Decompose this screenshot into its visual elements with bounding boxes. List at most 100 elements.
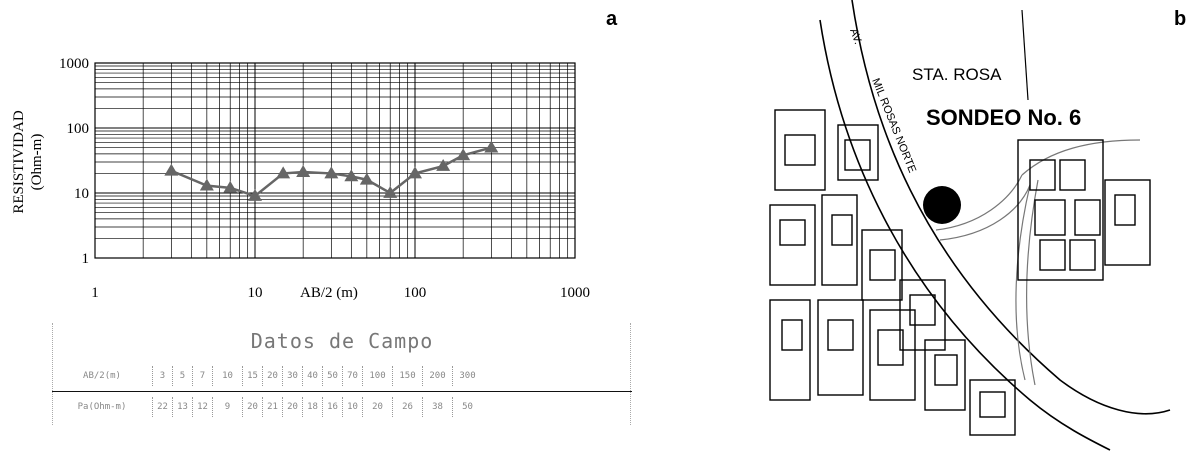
data-point-marker (436, 159, 451, 171)
table-row-ab2: AB/2(m) 3 5 7 10 15 20 30 40 50 70 100 150 200 300 (52, 361, 632, 392)
table-cell: 22 (152, 397, 172, 417)
panel-a-letter: a (606, 8, 618, 30)
city-block (817, 299, 864, 396)
x-tick-label: 100 (404, 285, 427, 301)
x-tick-label: 10 (248, 285, 263, 301)
table-cell: 20 (362, 397, 392, 417)
city-block (821, 194, 858, 286)
city-block (1069, 239, 1096, 271)
city-block (779, 219, 806, 246)
city-block (774, 109, 826, 191)
side-road (1026, 179, 1039, 386)
table-cell: 10 (342, 397, 362, 417)
city-block (877, 329, 904, 366)
data-point-marker (383, 186, 398, 198)
table-title: Datos de Campo (250, 329, 434, 353)
table-cell: 13 (172, 397, 192, 417)
table-cell: 26 (392, 397, 422, 417)
table-cell: 16 (322, 397, 342, 417)
city-block (1114, 194, 1136, 226)
resistivity-chart: 1 10 100 1000 1 10 100 1000 AB/2 (m) RESISTIVI… (11, 56, 590, 301)
city-block (861, 229, 903, 301)
city-block (1059, 159, 1086, 191)
table-cell: 70 (342, 366, 362, 386)
table-row-header: AB/2(m) (83, 371, 121, 381)
table-cell: 50 (322, 366, 342, 386)
y-axis-label-line1: RESISTIVIDAD (11, 110, 27, 213)
chart-grid (94, 62, 576, 259)
table-cell: 30 (282, 366, 302, 386)
city-block (1074, 199, 1101, 236)
y-tick-label: 1000 (59, 56, 89, 72)
city-block (969, 379, 1016, 436)
city-block (769, 204, 816, 286)
side-road (1015, 184, 1031, 381)
y-tick-label: 100 (67, 121, 90, 137)
sounding-point-marker (923, 186, 961, 224)
x-tick-label: 1000 (560, 285, 590, 301)
table-cell: 3 (152, 366, 172, 386)
street-label-prefix: AV. (847, 27, 864, 46)
data-point-marker (164, 163, 179, 176)
data-point-marker (344, 169, 359, 182)
data-point-marker (456, 148, 471, 161)
table-cell: 40 (302, 366, 322, 386)
city-block (869, 309, 916, 401)
data-point-marker (408, 166, 422, 179)
sounding-label: SONDEO No. 6 (926, 105, 1081, 130)
table-cell: 150 (392, 366, 422, 386)
table-cell: 18 (302, 397, 322, 417)
table-cell: 20 (242, 397, 262, 417)
city-block (831, 214, 853, 246)
plot-frame (94, 62, 576, 259)
city-block (934, 354, 958, 386)
y-axis-label-line2: (Ohm-m) (29, 134, 45, 191)
city-block (844, 139, 871, 171)
y-tick-labels: 1 10 100 1000 (59, 56, 89, 267)
avenue-edge-inner (819, 19, 1111, 451)
table-cell: 10 (212, 366, 242, 386)
data-point-marker (199, 178, 214, 191)
table-row-header: Pa(Ohm-m) (77, 402, 127, 412)
data-point-marker (223, 180, 238, 193)
data-point-marker (296, 165, 311, 177)
table-cell: 7 (192, 366, 212, 386)
location-map: STA. ROSA SONDEO No. 6 AV. MIL ROSAS NOR… (769, 0, 1171, 451)
city-block (769, 299, 811, 401)
table-cell: 50 (452, 397, 482, 417)
table-cell: 300 (452, 366, 482, 386)
x-axis-label: AB/2 (m) (300, 285, 358, 301)
table-cell: 21 (262, 397, 282, 417)
city-block (1017, 139, 1104, 281)
data-point-marker (324, 166, 339, 179)
city-block (781, 319, 803, 351)
table-cell: 15 (242, 366, 262, 386)
city-block (899, 279, 946, 351)
table-cell: 20 (282, 397, 302, 417)
table-cell: 200 (422, 366, 452, 386)
table-cell: 5 (172, 366, 192, 386)
side-road (939, 184, 1031, 241)
side-road (1021, 139, 1141, 176)
road-line (1021, 9, 1029, 101)
city-blocks (769, 109, 1151, 436)
place-label: STA. ROSA (912, 65, 1002, 84)
city-block (1029, 159, 1056, 191)
table-row-resistivity: Pa(Ohm-m) 22 13 12 9 20 21 20 18 16 10 20 26 38 50 (52, 392, 632, 422)
city-block (909, 294, 936, 326)
y-tick-label: 10 (74, 186, 89, 202)
table-cell: 12 (192, 397, 212, 417)
x-tick-label: 1 (91, 285, 99, 301)
data-point-marker (276, 166, 291, 179)
table-cell: 100 (362, 366, 392, 386)
city-block (1104, 179, 1151, 266)
city-block (979, 391, 1006, 418)
data-point-marker (248, 188, 262, 201)
field-data-table: Datos de Campo AB/2(m) 3 5 7 10 15 20 30 40 50 70… (52, 323, 632, 425)
city-block (1039, 239, 1066, 271)
y-tick-label: 1 (82, 251, 90, 267)
table-cell: 9 (212, 397, 242, 417)
city-block (1034, 199, 1066, 236)
city-block (784, 134, 816, 166)
data-point-marker (359, 172, 374, 185)
